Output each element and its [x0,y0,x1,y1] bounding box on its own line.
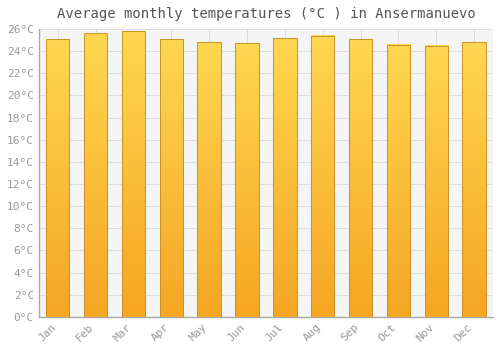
Title: Average monthly temperatures (°C ) in Ansermanuevo: Average monthly temperatures (°C ) in An… [56,7,476,21]
